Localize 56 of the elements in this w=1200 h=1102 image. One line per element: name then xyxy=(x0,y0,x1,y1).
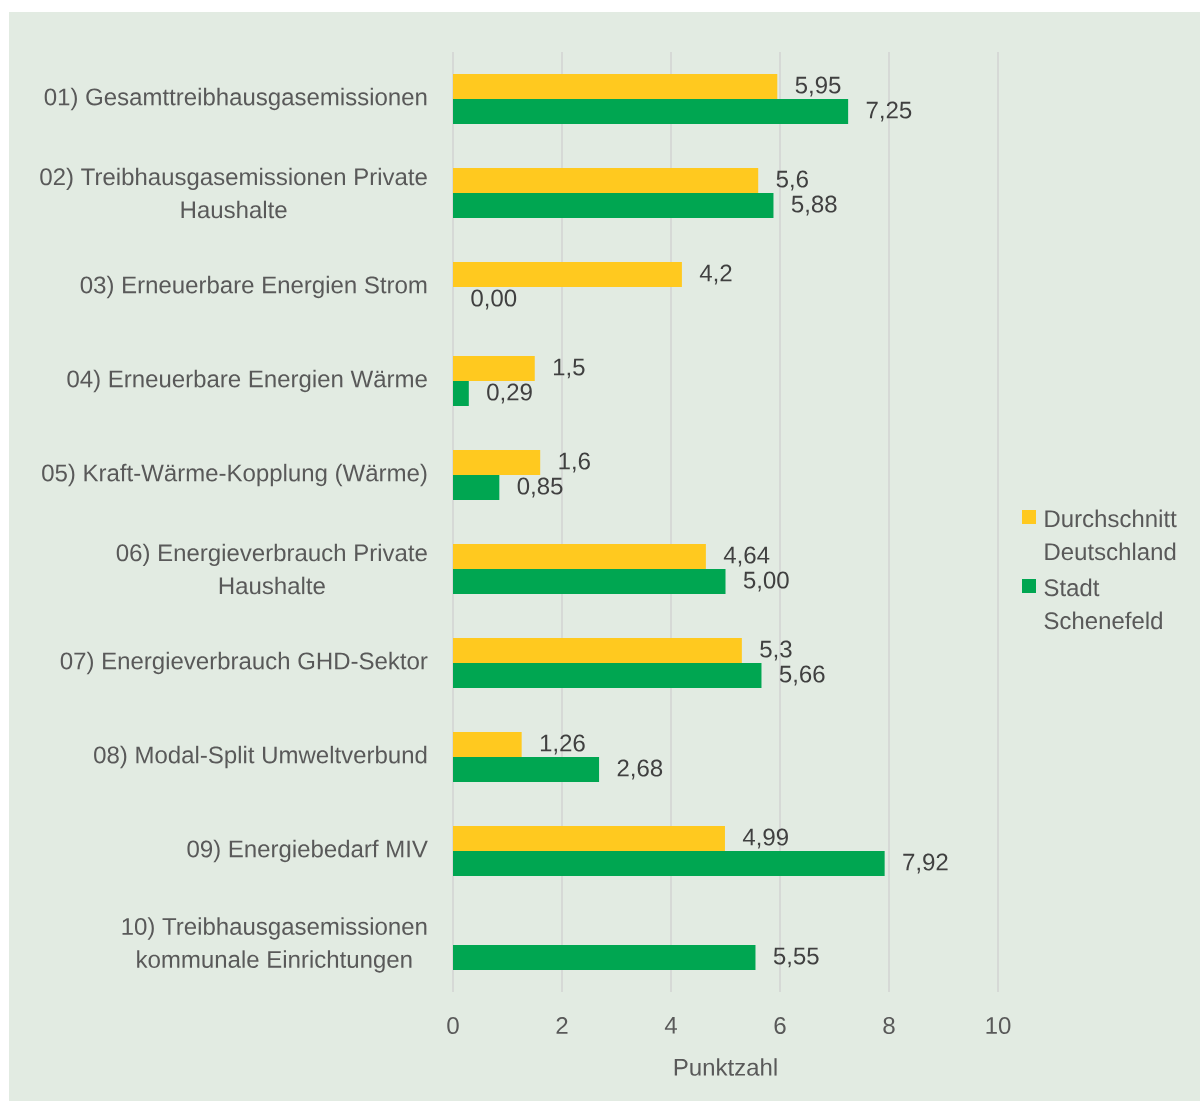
legend-label: Durchschnitt Deutschland xyxy=(1045,509,1177,561)
data-label: 7,25 xyxy=(866,101,912,122)
bar xyxy=(453,168,759,194)
y-tick-label: 06) Energieverbrauch Private Haushalte xyxy=(116,543,427,595)
bar xyxy=(453,475,500,501)
x-tick-label: 2 xyxy=(556,1017,568,1034)
x-tick-label: 10 xyxy=(986,1017,1011,1035)
data-label: 5,55 xyxy=(773,947,819,968)
data-label: 5,95 xyxy=(795,76,841,97)
data-label: 1,6 xyxy=(559,452,590,473)
data-label: 5,66 xyxy=(779,665,825,686)
data-label: 5,88 xyxy=(791,195,837,216)
data-label: 5,00 xyxy=(743,571,789,592)
data-label: 1,26 xyxy=(540,734,585,755)
bar xyxy=(453,732,522,758)
x-tick-label: 4 xyxy=(664,1017,677,1034)
bar xyxy=(453,262,682,288)
y-tick-label: 02) Treibhausgasemissionen Private Haushalte xyxy=(40,167,427,219)
bar xyxy=(453,569,726,595)
y-tick-label: 07) Energieverbrauch GHD-Sektor xyxy=(60,651,428,675)
x-tick-label: 6 xyxy=(774,1017,786,1035)
y-tick-label: 01) Gesamttreibhausgasemissionen xyxy=(44,87,427,111)
data-label: 4,2 xyxy=(699,264,732,285)
data-label: 1,5 xyxy=(554,358,585,379)
legend-label: Stadt Schenefeld xyxy=(1044,578,1162,630)
x-axis-title: Punktzahl xyxy=(674,1058,777,1076)
bar xyxy=(453,945,756,971)
bar xyxy=(453,74,778,100)
bar xyxy=(453,356,535,382)
bar xyxy=(453,663,762,689)
bar xyxy=(453,193,774,219)
bar xyxy=(453,851,885,877)
data-label: 0,00 xyxy=(471,289,517,310)
y-tick-label: 05) Kraft-Wärme-Kopplung (Wärme) xyxy=(42,463,427,487)
x-tick-label: 8 xyxy=(883,1017,895,1035)
bar xyxy=(453,826,725,852)
y-tick-label: 04) Erneuerbare Energien Wärme xyxy=(67,369,427,393)
data-label: 5,3 xyxy=(760,640,792,661)
data-label: 0,29 xyxy=(487,383,532,404)
data-label: 4,64 xyxy=(723,546,770,567)
bar xyxy=(453,381,469,407)
bar xyxy=(453,638,742,664)
data-label: 7,92 xyxy=(903,853,948,874)
x-tick-label: 0 xyxy=(447,1017,459,1035)
data-label: 4,99 xyxy=(742,828,788,849)
bar xyxy=(453,544,706,570)
bar xyxy=(453,99,849,125)
bar xyxy=(453,757,600,783)
data-label: 2,68 xyxy=(617,759,663,780)
data-label: 0,85 xyxy=(517,477,563,498)
y-tick-label: 08) Modal-Split Umweltverbund xyxy=(94,745,427,769)
y-tick-label: 10) Treibhausgasemissionen kommunale Einrichtungen xyxy=(122,917,427,973)
bar xyxy=(453,450,541,476)
y-tick-label: 03) Erneuerbare Energien Strom xyxy=(80,275,427,299)
data-label: 5,6 xyxy=(776,170,808,191)
y-tick-label: 09) Energiebedarf MIV xyxy=(187,839,428,863)
